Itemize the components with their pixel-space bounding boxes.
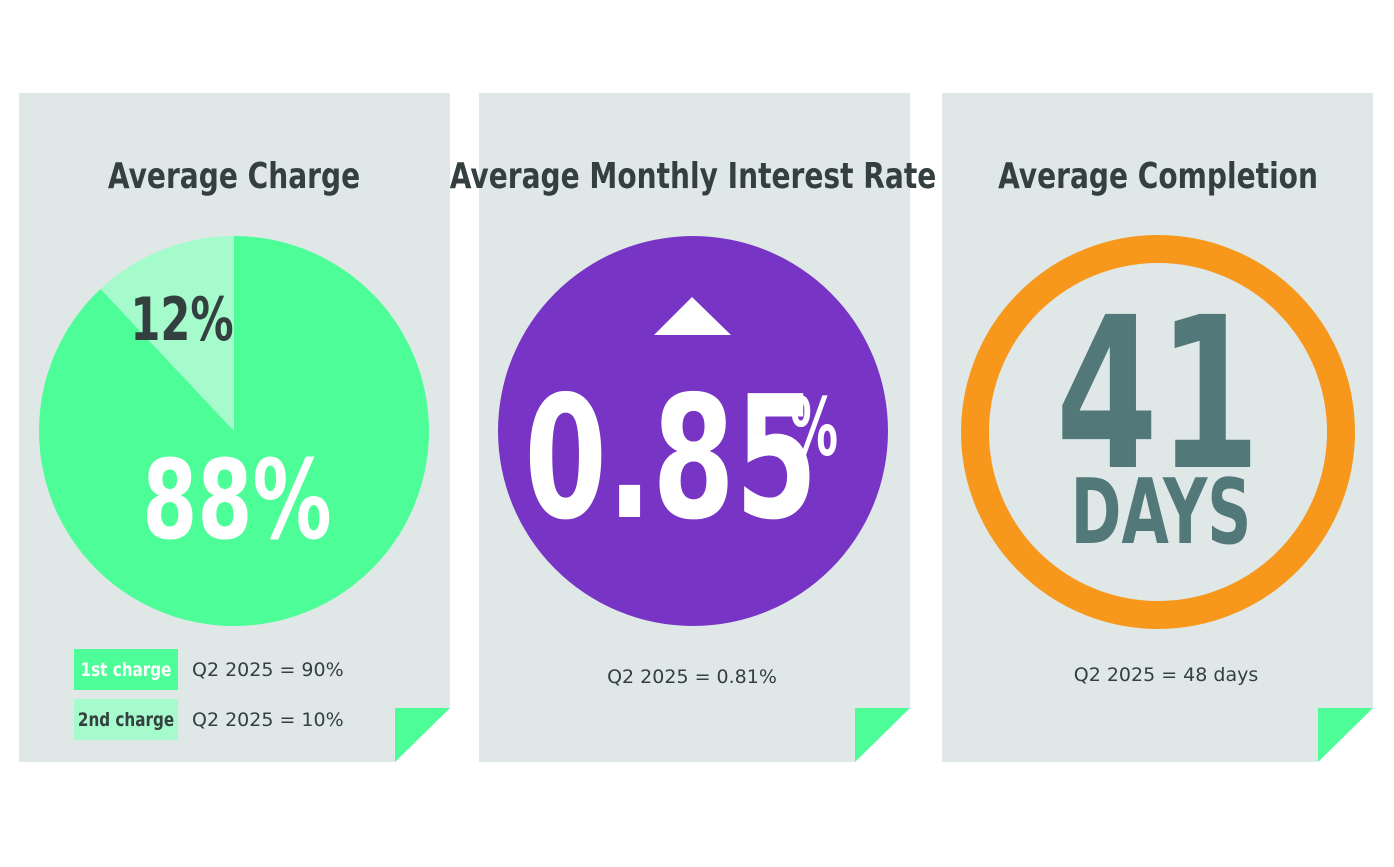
- legend-swatch: [74, 649, 178, 690]
- corner-fold: [395, 708, 450, 762]
- card-title: Average Charge: [108, 155, 360, 197]
- stat-note: Q2 2025 = 0.81%: [607, 666, 777, 688]
- card-title: Average Completion: [998, 155, 1318, 197]
- card-title: Average Monthly Interest Rate: [450, 155, 937, 197]
- card: [942, 93, 1373, 762]
- slice-label: 12%: [130, 285, 233, 355]
- legend-note: Q2 2025 = 90%: [192, 659, 344, 681]
- legend-label: 1st charge: [81, 659, 172, 681]
- pie-slice: [38, 236, 429, 626]
- corner-fold: [1318, 708, 1373, 762]
- slice-label: 88%: [142, 436, 332, 565]
- ring-unit: DAYS: [1071, 461, 1252, 565]
- ring-note: Q2 2025 = 48 days: [1074, 664, 1259, 686]
- stat-unit: %: [790, 381, 838, 474]
- ring-value: 41: [1056, 272, 1261, 516]
- legend-label: 2nd charge: [78, 709, 174, 731]
- stat-value: 0.85: [524, 359, 818, 557]
- legend-note: Q2 2025 = 10%: [192, 709, 344, 731]
- corner-fold: [855, 708, 910, 762]
- pie-slice: [100, 235, 235, 431]
- ring: [961, 235, 1355, 629]
- legend-swatch: [74, 699, 178, 740]
- stat-circle: [498, 236, 888, 626]
- trend-arrow: [654, 297, 731, 335]
